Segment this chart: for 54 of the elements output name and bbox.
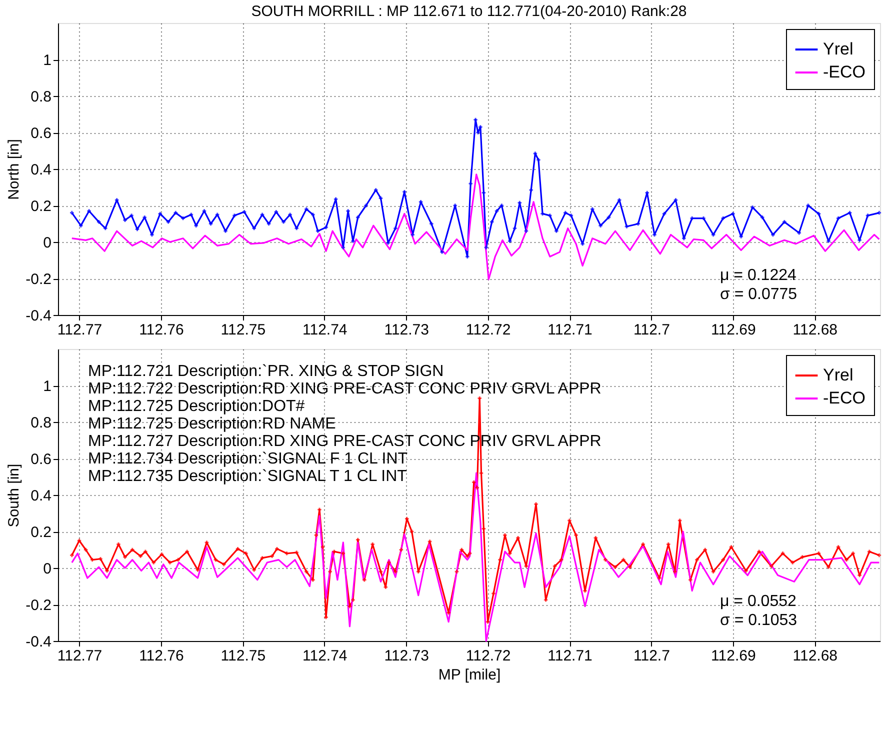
y-tick-label: 0.4 [30,162,52,178]
x-tick-label: 112.71 [548,648,592,664]
annotation: MP:112.721 Description:`PR. XING & STOP SIGN [88,363,444,380]
x-tick-label: 112.77 [57,648,102,664]
x-tick-label: 112.74 [302,648,348,664]
chart-title: SOUTH MORRILL : MP 112.671 to 112.771(04-20-2010) Rank:28 [251,3,687,20]
x-tick-label: 112.72 [466,648,511,664]
y-axis-title: North [in] [6,139,23,200]
y-tick-label: 1 [43,378,52,395]
y-tick-label: -0.2 [26,271,52,288]
annotation: MP:112.725 Description:RD NAME [88,416,336,432]
x-tick-label: 112.74 [302,322,348,338]
legend-label: -ECO [823,62,866,82]
annotation: MP:112.734 Description:`SIGNAL F 1 CL INT [88,450,408,468]
x-tick-label: 112.73 [384,648,429,664]
x-tick-label: 112.71 [548,322,592,338]
x-tick-label: 112.7 [633,322,670,338]
x-tick-label: 112.76 [139,322,184,338]
x-tick-label: 112.68 [792,648,838,664]
y-axis-title: South [in] [6,464,23,528]
legend-label: Yrel [823,40,854,58]
y-tick-label: 0.2 [30,524,52,541]
annotation: MP:112.722 Description:RD XING PRE-CAST CONC PRIV GRVL APPR [88,380,602,398]
annotation: MP:112.735 Description:`SIGNAL T 1 CL INT [88,468,408,485]
y-tick-label: 0.8 [30,88,52,106]
x-tick-label: 112.69 [711,322,756,338]
x-tick-label: 112.7 [633,648,670,664]
annotation: μ = 0.1224 [720,267,796,284]
y-tick-label: 0.6 [30,451,52,468]
x-tick-label: 112.68 [792,322,838,338]
y-tick-label: -0.4 [26,634,52,650]
y-tick-label: -0.2 [26,597,52,614]
legend-label: -ECO [823,388,866,408]
y-tick-label: 0.6 [30,125,52,142]
annotation: μ = 0.0552 [720,593,796,610]
x-axis-title: MP [mile] [438,666,501,684]
annotation: MP:112.725 Description:DOT# [88,398,305,415]
y-tick-label: 0.8 [30,414,52,432]
x-tick-label: 112.75 [220,322,266,338]
x-tick-label: 112.75 [220,648,266,664]
x-tick-label: 112.77 [57,322,102,338]
y-tick-label: -0.4 [26,308,52,324]
y-tick-label: 0 [43,560,52,578]
x-tick-label: 112.69 [711,648,756,664]
y-tick-label: 1 [43,52,52,69]
legend-label: Yrel [823,366,854,384]
y-tick-label: 0.2 [30,198,52,215]
y-tick-label: 0.4 [30,488,52,504]
y-tick-label: 0 [43,234,52,252]
x-tick-label: 112.72 [466,322,511,338]
annotation: σ = 0.1053 [720,612,798,629]
annotation: σ = 0.0775 [720,286,798,303]
x-tick-label: 112.73 [384,322,429,338]
x-tick-label: 112.76 [139,648,184,664]
